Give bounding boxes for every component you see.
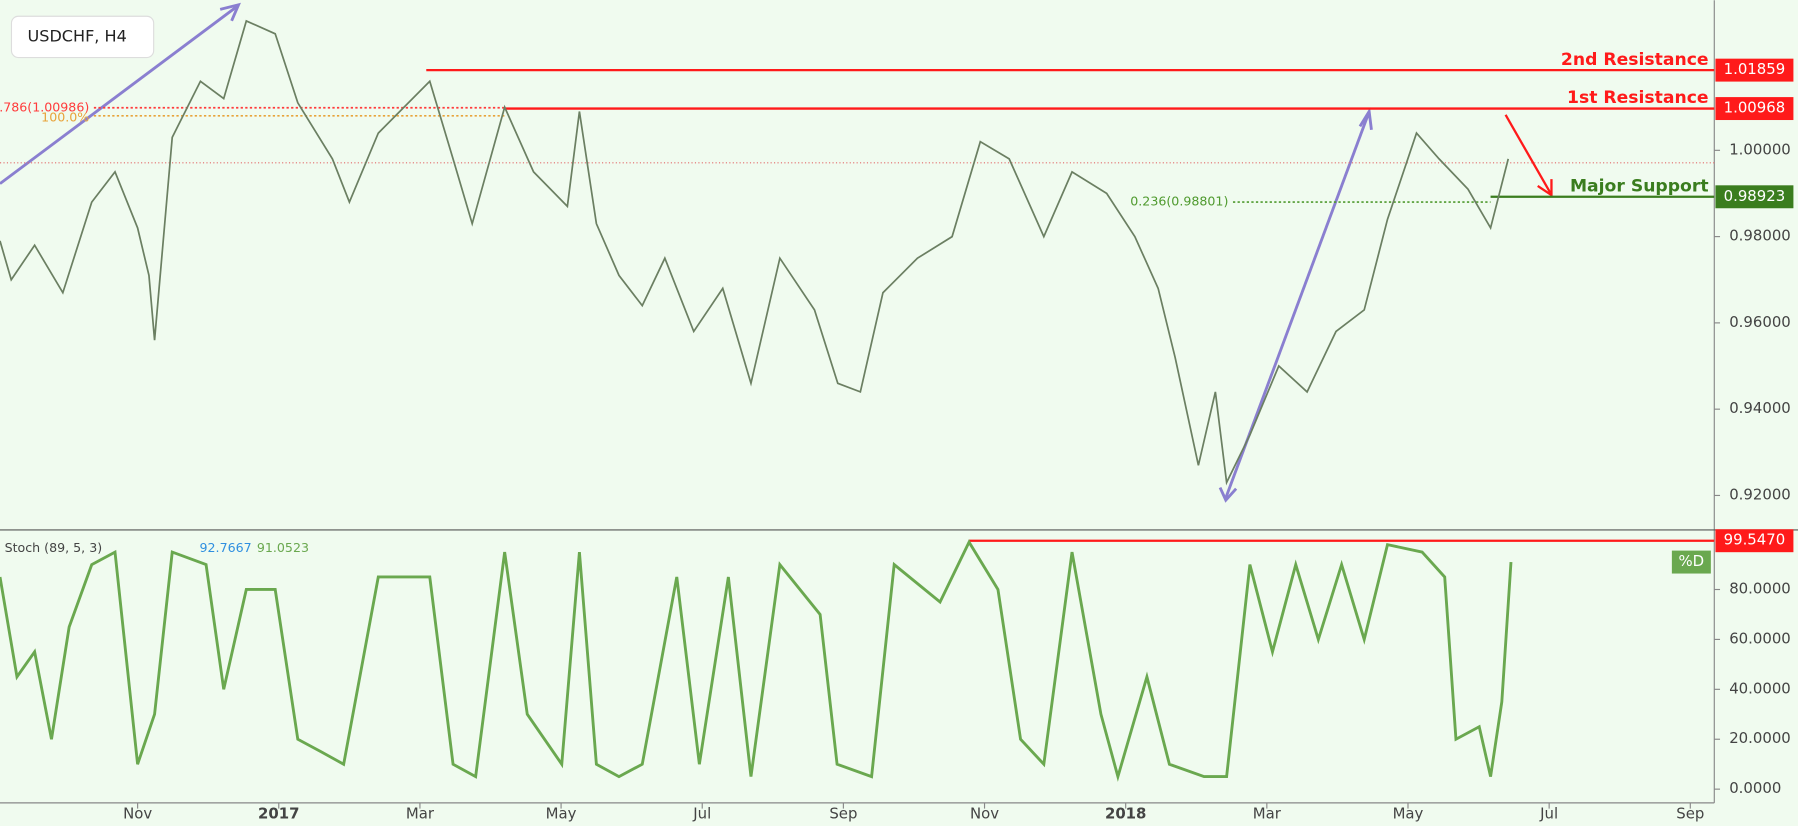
- fib-label: 100.0%: [41, 110, 89, 125]
- forecast-arrow: [1504, 114, 1552, 194]
- y-tick-label: 0.0000: [1729, 779, 1781, 797]
- level-name: 2nd Resistance: [1561, 50, 1709, 70]
- x-tick-label: May: [546, 804, 577, 822]
- fib-label: 0.236(0.98801): [1130, 194, 1228, 209]
- y-tick-label: 40.0000: [1729, 679, 1791, 697]
- stoch-title: Stoch (89, 5, 3): [5, 540, 103, 555]
- level-box: [1715, 97, 1794, 121]
- y-tick-label: 0.96000: [1729, 313, 1791, 331]
- legend-value: 92.7667: [200, 540, 252, 555]
- arrow-head: [219, 2, 241, 22]
- arrow-head: [1218, 486, 1238, 503]
- level-value: 0.98923: [1724, 187, 1786, 205]
- level-value: 1.01859: [1724, 60, 1786, 78]
- level-name: 1st Resistance: [1567, 88, 1709, 108]
- y-tick-label: 0.94000: [1729, 399, 1791, 417]
- data-line: [0, 539, 1513, 782]
- fib-label: 0.786(1.00986): [0, 99, 89, 114]
- x-tick-label: May: [1393, 804, 1424, 822]
- y-tick-label: 0.92000: [1729, 485, 1791, 503]
- data-line: [0, 19, 1510, 486]
- y-tick-label: 60.0000: [1729, 629, 1791, 647]
- x-tick-label: Sep: [829, 804, 857, 822]
- x-tick-label: Jul: [1539, 804, 1558, 822]
- y-tick-label: 20.0000: [1729, 729, 1791, 747]
- x-tick-label: Nov: [123, 804, 152, 822]
- x-tick-label: Nov: [970, 804, 999, 822]
- y-tick-label: 80.0000: [1729, 580, 1791, 598]
- x-tick-label: Mar: [406, 804, 435, 822]
- x-tick-label: Sep: [1676, 804, 1704, 822]
- arrow-head: [1358, 107, 1373, 130]
- x-tick-label: 2018: [1105, 804, 1146, 822]
- series-badge: [1671, 550, 1711, 574]
- y-tick-label: 0.98000: [1729, 227, 1791, 245]
- x-tick-label: Jul: [692, 804, 711, 822]
- trend-arrow: [0, 5, 238, 185]
- x-tick-label: 2017: [258, 804, 299, 822]
- legend-value: 91.0523: [257, 540, 309, 555]
- level-box: [1715, 58, 1794, 82]
- level-value: 99.5470: [1724, 531, 1786, 549]
- level-box: [1715, 185, 1794, 209]
- level-value: 1.00968: [1724, 99, 1786, 117]
- x-tick-label: Mar: [1253, 804, 1282, 822]
- symbol-title: USDCHF, H4: [28, 26, 127, 45]
- level-name: Major Support: [1570, 176, 1709, 196]
- series-label: %D: [1679, 552, 1705, 570]
- level-box: [1715, 529, 1794, 553]
- y-tick-label: 1.00000: [1729, 140, 1791, 158]
- arrow-head: [1537, 179, 1553, 198]
- symbol-box: [10, 15, 155, 59]
